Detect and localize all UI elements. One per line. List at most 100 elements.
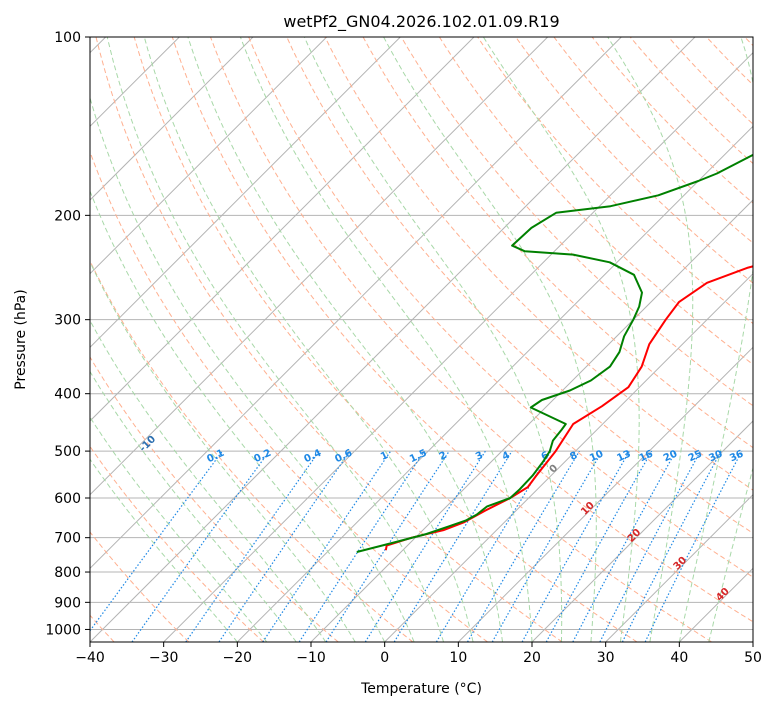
x-tick-label: 30 xyxy=(597,650,615,666)
mixing-ratio-line xyxy=(545,450,653,642)
y-tick-label: 200 xyxy=(54,208,81,224)
dry-adiabat-line xyxy=(90,531,190,642)
x-axis-label: Temperature (°C) xyxy=(360,681,482,697)
isotherm-line xyxy=(163,51,753,642)
mixing-ratio-line xyxy=(644,450,743,642)
x-tick-label: −20 xyxy=(223,650,253,666)
dry-adiabat-line xyxy=(515,37,753,284)
moist-adiabat-lines xyxy=(90,37,753,642)
y-axis-ticks: 100 200 300 400 500 600 700 800 900 1000 xyxy=(45,30,90,638)
mixing-ratio-label: 13 xyxy=(615,449,632,465)
mixing-ratio-line xyxy=(521,450,631,642)
x-tick-label: 0 xyxy=(380,650,389,666)
pressure-gridlines xyxy=(90,37,753,630)
isotherm-lines xyxy=(90,37,753,642)
x-tick-label: 20 xyxy=(523,650,541,666)
x-tick-label: 10 xyxy=(449,650,467,666)
chart-title: wetPf2_GN04.2026.102.01.09.R19 xyxy=(283,12,559,32)
moist-adiabat-line xyxy=(90,416,268,642)
plot-area: -100-90-80-70-60-50-40-30-20-10 0.10.20.… xyxy=(90,37,753,642)
isotherm-line xyxy=(384,272,753,642)
mixing-ratio-label: 16 xyxy=(638,449,655,465)
dry-adiabat-line xyxy=(324,37,753,491)
mixing-ratio-line xyxy=(218,450,351,642)
moist-adiabat-line xyxy=(708,466,753,642)
profile-series xyxy=(356,153,753,553)
mixing-ratio-label: 25 xyxy=(687,449,704,465)
isotherm-line xyxy=(90,37,622,570)
moist-adiabat-line xyxy=(383,37,597,642)
y-tick-label: 600 xyxy=(54,491,81,507)
y-tick-label: 300 xyxy=(54,313,81,329)
dry-adiabat-lines xyxy=(90,37,753,642)
mixing-ratio-label: 3 xyxy=(474,450,485,463)
moist-adiabat-line xyxy=(239,37,533,642)
mixing-ratio-label: 2 xyxy=(438,450,449,463)
isotherm-line xyxy=(90,37,401,349)
dry-adiabat-line xyxy=(438,37,753,366)
y-axis-label: Pressure (hPa) xyxy=(13,289,29,389)
isotherm-line xyxy=(605,493,753,642)
mixing-ratio-lines xyxy=(90,450,743,642)
isotherm-line xyxy=(90,37,549,496)
dry-adiabat-line xyxy=(171,37,712,642)
plot-frame xyxy=(89,36,754,643)
isotherm-line xyxy=(90,37,696,642)
dry-adiabat-line xyxy=(90,259,414,642)
moist-adiabat-line xyxy=(303,37,563,642)
isotherm-line xyxy=(236,125,753,642)
moist-adiabat-line xyxy=(90,458,238,642)
mixing-ratio-label: 36 xyxy=(728,449,745,465)
y-tick-label: 100 xyxy=(54,30,81,46)
y-tick-label: 1000 xyxy=(45,622,81,638)
moist-adiabat-line xyxy=(678,37,753,642)
mixing-ratio-label: 6 xyxy=(540,450,551,463)
moist-adiabat-line xyxy=(607,37,694,642)
mixing-ratio-line xyxy=(599,450,702,642)
mixing-ratio-line xyxy=(262,450,392,642)
isotherm-line xyxy=(90,37,254,201)
dry-adiabat-line xyxy=(95,37,563,642)
dry-adiabat-line xyxy=(90,356,339,642)
isotherm-line xyxy=(90,37,475,422)
mixing-ratio-label: 4 xyxy=(501,450,512,463)
y-tick-label: 700 xyxy=(54,531,81,547)
moist-adiabat-line xyxy=(106,37,445,642)
mixing-ratio-label: 20 xyxy=(662,449,679,465)
mixing-ratio-label: 30 xyxy=(707,448,724,464)
dry-adiabat-line xyxy=(248,37,753,578)
mixing-ratio-line xyxy=(298,450,425,642)
dewpoint-profile-line xyxy=(356,153,753,553)
moist-adiabat-line xyxy=(90,319,327,642)
x-tick-label: −30 xyxy=(149,650,179,666)
y-tick-label: 900 xyxy=(54,595,81,611)
mixing-ratio-line xyxy=(393,450,513,642)
mixing-ratio-line xyxy=(435,450,552,642)
dry-adiabat-line xyxy=(400,37,753,407)
mixing-ratio-line xyxy=(364,450,486,642)
y-tick-label: 800 xyxy=(54,565,81,581)
dry-adiabat-line xyxy=(90,150,488,642)
dry-adiabat-line xyxy=(210,37,753,623)
mixing-ratio-label: 8 xyxy=(568,450,579,463)
x-tick-label: −10 xyxy=(296,650,326,666)
mixing-ratio-label: 1 xyxy=(379,450,390,463)
x-tick-label: −40 xyxy=(75,650,105,666)
mixing-ratio-line xyxy=(621,450,722,642)
mixing-ratio-label: 10 xyxy=(588,448,605,464)
isotherm-line xyxy=(531,420,753,642)
temperature-profile-line xyxy=(384,265,753,551)
dry-adiabat-line xyxy=(90,445,264,642)
x-axis-ticks: −40 −30 −20 −10 0 10 20 30 40 50 xyxy=(75,642,762,666)
moist-adiabat-line xyxy=(90,189,386,642)
moist-adiabat-line xyxy=(482,37,640,642)
x-tick-label: 50 xyxy=(744,650,762,666)
mixing-ratio-line xyxy=(185,450,320,642)
y-tick-label: 500 xyxy=(54,444,81,460)
dry-adiabat-line xyxy=(133,37,638,642)
mixing-ratio-line xyxy=(90,450,223,632)
isotherm-line xyxy=(90,37,328,275)
y-tick-label: 400 xyxy=(54,387,81,403)
mixing-ratio-line xyxy=(325,450,450,642)
